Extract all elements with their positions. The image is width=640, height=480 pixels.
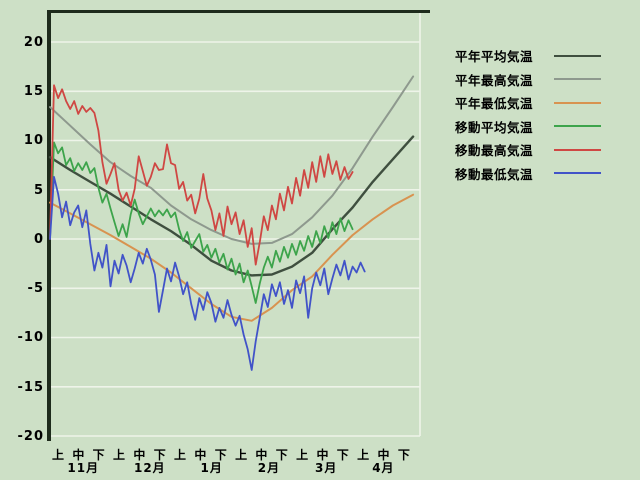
x-month-label: 4月 xyxy=(372,461,395,475)
y-tick-label: -10 xyxy=(17,330,44,345)
x-period-label: 中 xyxy=(255,448,268,462)
x-month-label: 2月 xyxy=(257,461,281,475)
legend-item-moving-min: 移動最低気温 xyxy=(455,162,601,186)
legend-label: 移動平均気温 xyxy=(455,119,534,135)
legend-label: 移動最高気温 xyxy=(455,143,534,159)
line-moving-min xyxy=(49,175,366,371)
x-axis-month-labels: 11月 12月 1月 2月 3月 4月 xyxy=(50,461,412,476)
y-tick-label: 5 xyxy=(33,183,44,198)
x-period-label: 下 xyxy=(397,448,410,462)
x-period-label: 上 xyxy=(174,448,187,462)
x-axis-period-labels: 上 中 下 上 中 下 上 中 下 上 中 下 上 中 下 上 中 下 xyxy=(50,448,412,462)
legend-item-normal-max: 平年最高気温 xyxy=(455,68,601,92)
x-month-label: 3月 xyxy=(314,461,338,475)
x-period-label: 上 xyxy=(51,448,64,462)
line-moving-max xyxy=(49,84,354,266)
legend-line-swatch xyxy=(554,125,601,128)
y-tick-label: 0 xyxy=(33,232,44,247)
x-period-label: 上 xyxy=(235,448,248,462)
x-period-label: 中 xyxy=(72,448,85,462)
x-period-label: 中 xyxy=(133,448,146,462)
x-period-label: 下 xyxy=(275,448,288,462)
x-period-label: 下 xyxy=(336,448,349,462)
line-moving-avg xyxy=(49,141,354,304)
x-month-label: 1月 xyxy=(200,461,223,475)
x-period-label: 上 xyxy=(296,448,309,462)
x-period-label: 中 xyxy=(194,448,207,462)
legend-line-swatch xyxy=(554,78,601,81)
x-period-label: 中 xyxy=(377,448,390,462)
x-period-label: 上 xyxy=(113,448,126,462)
y-tick-label: 20 xyxy=(23,35,44,50)
legend-label: 平年最高気温 xyxy=(455,72,534,88)
legend-item-normal-min: 平年最低気温 xyxy=(455,91,601,115)
legend-item-moving-avg: 移動平均気温 xyxy=(455,115,601,139)
x-period-label: 下 xyxy=(214,448,227,462)
y-tick-label: -20 xyxy=(17,429,44,444)
x-period-label: 下 xyxy=(153,448,166,462)
y-tick-label: 15 xyxy=(23,84,44,99)
legend-line-swatch xyxy=(554,101,601,104)
line-normal-max xyxy=(49,75,415,245)
legend-item-normal-avg: 平年平均気温 xyxy=(455,44,601,68)
x-period-label: 下 xyxy=(92,448,105,462)
line-normal-avg xyxy=(48,135,415,277)
y-tick-label: -15 xyxy=(17,380,44,395)
legend: 平年平均気温 平年最高気温 平年最低気温 移動平均気温 移動最高気温 移動最低気… xyxy=(455,44,601,185)
legend-label: 移動最低気温 xyxy=(455,166,534,182)
legend-label: 平年平均気温 xyxy=(455,49,534,65)
legend-line-swatch xyxy=(554,172,601,175)
y-tick-label: -5 xyxy=(27,281,44,296)
x-period-label: 中 xyxy=(316,448,329,462)
y-axis-labels: 20 15 10 5 0 -5 -10 -15 -20 xyxy=(8,0,44,480)
legend-label: 平年最低気温 xyxy=(455,96,534,112)
x-period-label: 上 xyxy=(357,448,370,462)
legend-line-swatch xyxy=(554,54,601,57)
x-month-label: 12月 xyxy=(133,461,166,475)
y-tick-label: 10 xyxy=(23,133,44,148)
legend-item-moving-max: 移動最高気温 xyxy=(455,138,601,162)
legend-line-swatch xyxy=(554,148,601,151)
x-month-label: 11月 xyxy=(67,461,100,475)
